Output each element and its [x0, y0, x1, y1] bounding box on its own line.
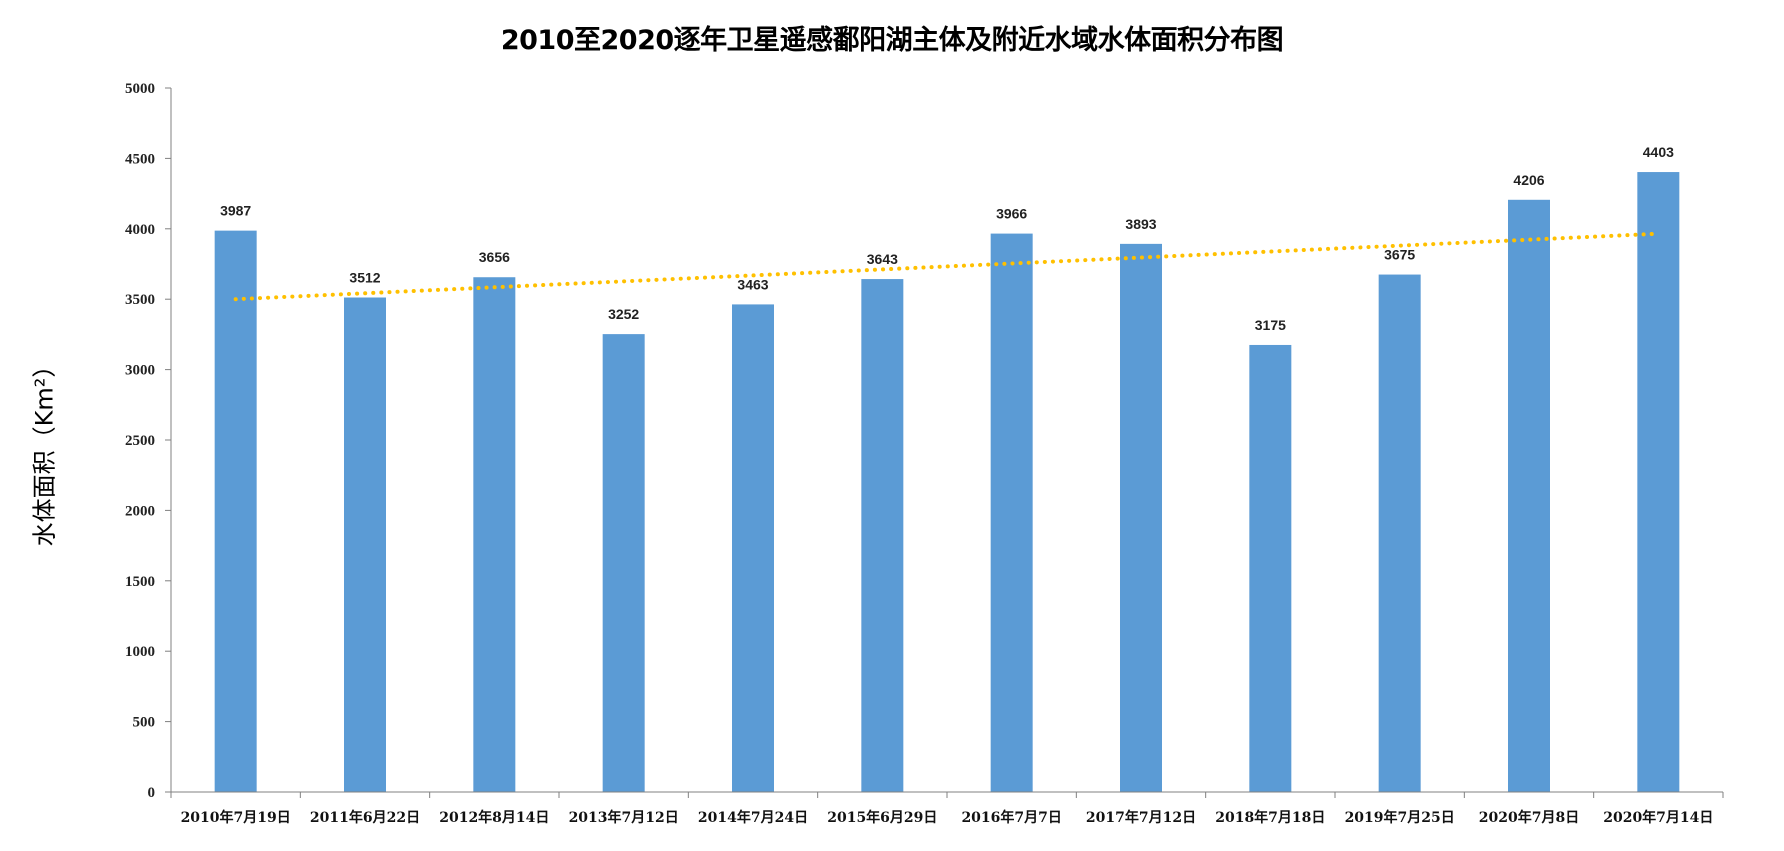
- y-tick-label-10: 5000: [125, 81, 155, 97]
- x-tick-label-3: 2013年7月12日: [569, 809, 679, 826]
- data-label-10: 4206: [1513, 172, 1544, 188]
- x-tick-label-0: 2010年7月19日: [181, 809, 291, 826]
- x-tick-label-11: 2020年7月14日: [1603, 809, 1713, 826]
- x-tick-label-1: 2011年6月22日: [310, 809, 420, 826]
- y-tick-label-0: 0: [148, 785, 156, 801]
- y-tick-label-6: 3000: [125, 363, 155, 379]
- x-tick-label-4: 2014年7月24日: [698, 809, 808, 826]
- x-tick-label-6: 2016年7月7日: [961, 809, 1061, 826]
- x-tick-label-9: 2019年7月25日: [1345, 809, 1455, 826]
- bar-1: [344, 297, 386, 792]
- bar-7: [1120, 243, 1162, 792]
- bar-6: [990, 233, 1033, 792]
- x-tick-label-7: 2017年7月12日: [1086, 809, 1196, 826]
- y-tick-label-3: 1500: [125, 574, 155, 590]
- bars-group: [214, 172, 1680, 793]
- data-label-5: 3643: [867, 251, 898, 267]
- y-tick-label-8: 4000: [125, 222, 155, 238]
- y-tick-label-2: 1000: [125, 644, 155, 660]
- data-label-2: 3656: [479, 249, 510, 265]
- bar-8: [1249, 344, 1292, 792]
- data-label-7: 3893: [1125, 216, 1156, 232]
- y-tick-label-4: 2000: [125, 503, 155, 519]
- bar-4: [732, 304, 774, 792]
- y-tick-label-9: 4500: [125, 151, 155, 167]
- bar-5: [861, 279, 904, 792]
- chart-title: 2010至2020逐年卫星遥感鄱阳湖主体及附近水域水体面积分布图: [500, 25, 1284, 56]
- y-tick-label-1: 500: [133, 715, 156, 731]
- bar-10: [1508, 199, 1550, 793]
- y-tick-label-5: 2500: [125, 433, 155, 449]
- data-label-4: 3463: [737, 276, 768, 292]
- bar-9: [1378, 274, 1421, 792]
- x-tick-label-5: 2015年6月29日: [827, 809, 937, 826]
- bar-2: [473, 277, 516, 792]
- x-tick-label-8: 2018年7月18日: [1215, 809, 1325, 826]
- data-label-6: 3966: [996, 206, 1027, 222]
- labels-group: 0 500 1000 1500 2000 2500 3000 3500 4000 4500 5000…: [125, 81, 1713, 826]
- trendline-group: [233, 231, 1661, 302]
- trendline: [233, 231, 1661, 302]
- data-label-11: 4403: [1643, 144, 1674, 160]
- bar-3: [602, 334, 645, 792]
- x-tick-label-2: 2012年8月14日: [439, 809, 549, 826]
- data-label-9: 3675: [1384, 247, 1415, 263]
- y-tick-label-7: 3500: [125, 292, 155, 308]
- bar-11: [1637, 172, 1680, 792]
- axes-group: [165, 87, 1724, 798]
- x-tick-label-10: 2020年7月8日: [1479, 809, 1579, 826]
- data-label-1: 3512: [349, 270, 380, 286]
- data-label-3: 3252: [608, 306, 639, 322]
- data-label-8: 3175: [1255, 317, 1286, 333]
- data-label-0: 3987: [220, 203, 251, 219]
- bar-0: [214, 230, 257, 793]
